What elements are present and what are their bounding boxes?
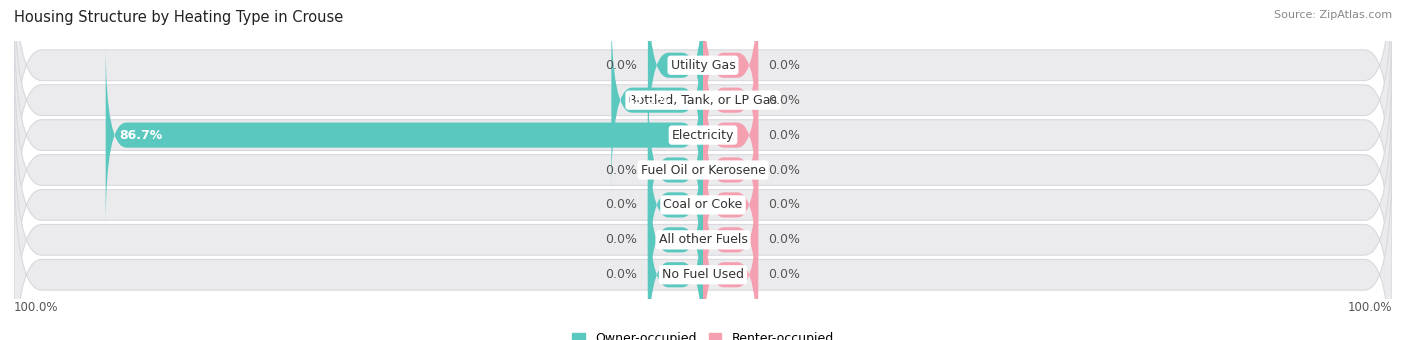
Text: 0.0%: 0.0%: [769, 59, 800, 72]
Text: 0.0%: 0.0%: [769, 94, 800, 107]
Text: Electricity: Electricity: [672, 129, 734, 141]
Text: Coal or Coke: Coal or Coke: [664, 199, 742, 211]
FancyBboxPatch shape: [703, 0, 758, 157]
FancyBboxPatch shape: [648, 183, 703, 340]
Text: 0.0%: 0.0%: [606, 199, 637, 211]
Text: 0.0%: 0.0%: [769, 164, 800, 176]
FancyBboxPatch shape: [648, 148, 703, 332]
FancyBboxPatch shape: [14, 150, 1392, 340]
FancyBboxPatch shape: [612, 8, 703, 192]
Text: 13.3%: 13.3%: [626, 94, 668, 107]
Text: All other Fuels: All other Fuels: [658, 233, 748, 246]
FancyBboxPatch shape: [703, 148, 758, 332]
Text: 0.0%: 0.0%: [606, 164, 637, 176]
Text: 100.0%: 100.0%: [1347, 301, 1392, 314]
FancyBboxPatch shape: [648, 78, 703, 262]
FancyBboxPatch shape: [703, 43, 758, 227]
Text: 0.0%: 0.0%: [606, 268, 637, 281]
Text: No Fuel Used: No Fuel Used: [662, 268, 744, 281]
Text: Utility Gas: Utility Gas: [671, 59, 735, 72]
FancyBboxPatch shape: [14, 11, 1392, 259]
Text: 0.0%: 0.0%: [606, 233, 637, 246]
FancyBboxPatch shape: [105, 43, 703, 227]
FancyBboxPatch shape: [703, 78, 758, 262]
FancyBboxPatch shape: [14, 0, 1392, 224]
Text: Source: ZipAtlas.com: Source: ZipAtlas.com: [1274, 10, 1392, 20]
Legend: Owner-occupied, Renter-occupied: Owner-occupied, Renter-occupied: [568, 327, 838, 340]
Text: 0.0%: 0.0%: [769, 233, 800, 246]
Text: Bottled, Tank, or LP Gas: Bottled, Tank, or LP Gas: [628, 94, 778, 107]
Text: 0.0%: 0.0%: [769, 129, 800, 141]
FancyBboxPatch shape: [14, 46, 1392, 294]
Text: 86.7%: 86.7%: [120, 129, 163, 141]
FancyBboxPatch shape: [703, 113, 758, 297]
Text: Housing Structure by Heating Type in Crouse: Housing Structure by Heating Type in Cro…: [14, 10, 343, 25]
Text: Fuel Oil or Kerosene: Fuel Oil or Kerosene: [641, 164, 765, 176]
FancyBboxPatch shape: [703, 8, 758, 192]
Text: 0.0%: 0.0%: [769, 199, 800, 211]
FancyBboxPatch shape: [14, 0, 1392, 190]
FancyBboxPatch shape: [14, 81, 1392, 329]
FancyBboxPatch shape: [703, 183, 758, 340]
FancyBboxPatch shape: [648, 0, 703, 157]
Text: 0.0%: 0.0%: [606, 59, 637, 72]
Text: 0.0%: 0.0%: [769, 268, 800, 281]
FancyBboxPatch shape: [14, 116, 1392, 340]
FancyBboxPatch shape: [648, 113, 703, 297]
Text: 100.0%: 100.0%: [14, 301, 59, 314]
